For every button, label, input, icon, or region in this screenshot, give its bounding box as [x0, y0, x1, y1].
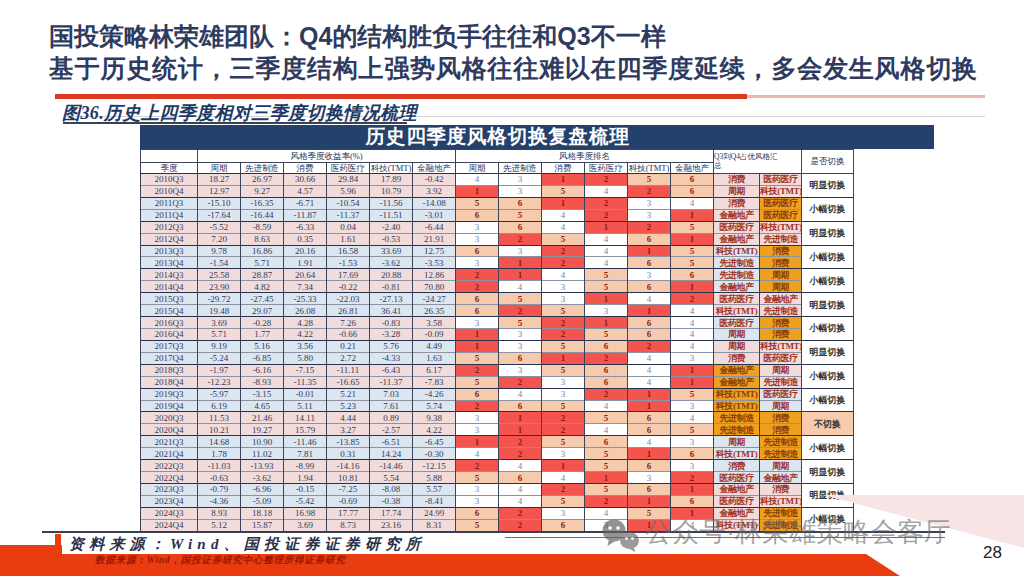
svg-text:数据来源：Wind，国投证券研究中心整理所得证券研究: 数据来源：Wind，国投证券研究中心整理所得证券研究 — [94, 554, 346, 565]
